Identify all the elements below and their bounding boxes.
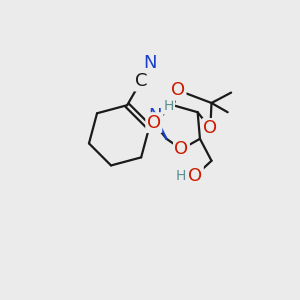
Text: O: O [147, 114, 161, 132]
Text: H: H [164, 100, 174, 113]
Text: N: N [148, 107, 162, 125]
Text: H: H [175, 169, 185, 183]
Text: N: N [143, 54, 157, 72]
Text: O: O [203, 119, 218, 137]
Text: C: C [135, 72, 147, 90]
Text: O: O [188, 167, 203, 185]
Text: O: O [174, 140, 188, 158]
Text: O: O [171, 81, 185, 99]
